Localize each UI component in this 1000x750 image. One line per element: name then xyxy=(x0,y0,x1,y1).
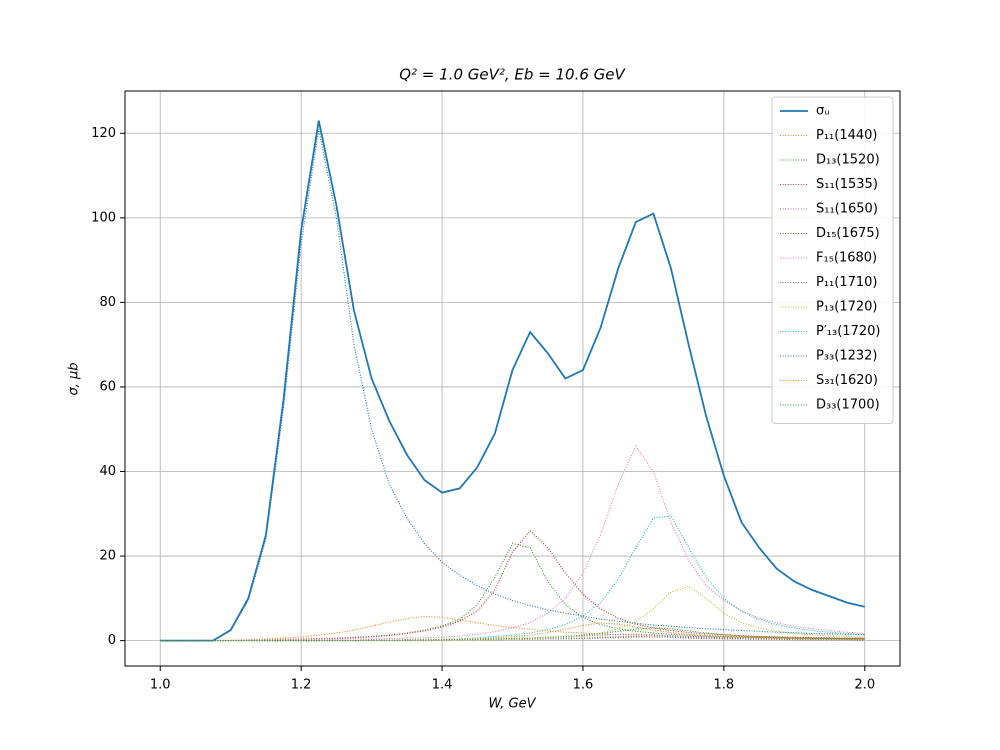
series-line xyxy=(160,120,865,642)
y-tick-label: 100 xyxy=(91,210,116,225)
axes-frame xyxy=(124,90,901,667)
legend-label: D₁₃(1520) xyxy=(816,153,880,168)
legend-label: P₁₃(1720) xyxy=(816,300,878,315)
series-line xyxy=(160,615,865,642)
y-tick-label: 120 xyxy=(91,126,116,141)
chart-title: Q² = 1.0 GeV², Eb = 10.6 GeV xyxy=(399,66,626,84)
legend: σᵤ P₁₁(1440) D₁₃(1520) S₁₁(1535) S₁₁(1650) D₁… xyxy=(771,96,894,424)
series-line xyxy=(160,445,865,642)
series-line xyxy=(160,627,865,642)
legend-label: P₁₁(1710) xyxy=(816,275,878,290)
x-tick-label: 1.2 xyxy=(291,678,312,693)
y-tick-label: 20 xyxy=(99,549,116,564)
x-tick-label: 1.0 xyxy=(150,678,171,693)
series-line xyxy=(160,542,865,642)
y-axis-label: σ, μb xyxy=(67,362,82,395)
x-axis-label: W, GeV xyxy=(488,697,536,712)
x-tick-label: 2.0 xyxy=(854,678,875,693)
legend-label: F₁₅(1680) xyxy=(816,251,877,266)
x-tick-label: 1.6 xyxy=(573,678,594,693)
legend-label: P₃₃(1232) xyxy=(816,349,878,364)
y-tick-label: 40 xyxy=(99,464,116,479)
series-line xyxy=(160,128,865,642)
x-tick-label: 1.4 xyxy=(432,678,453,693)
y-tick-label: 0 xyxy=(108,633,116,648)
legend-label: S₁₁(1650) xyxy=(816,202,878,217)
legend-box xyxy=(771,96,894,424)
series-line xyxy=(160,585,865,642)
legend-label: D₁₅(1675) xyxy=(816,226,880,241)
legend-label: S₁₁(1535) xyxy=(816,177,878,192)
y-tick-label: 80 xyxy=(99,295,116,310)
legend-label: P′₁₃(1720) xyxy=(816,324,880,339)
y-tick-label: 60 xyxy=(99,379,116,394)
legend-label: D₃₃(1700) xyxy=(816,398,880,413)
x-tick-label: 1.8 xyxy=(714,678,735,693)
legend-label: σᵤ xyxy=(816,104,830,119)
legend-label: S₃₁(1620) xyxy=(816,373,878,388)
legend-label: P₁₁(1440) xyxy=(816,128,878,143)
series-line xyxy=(160,622,865,642)
